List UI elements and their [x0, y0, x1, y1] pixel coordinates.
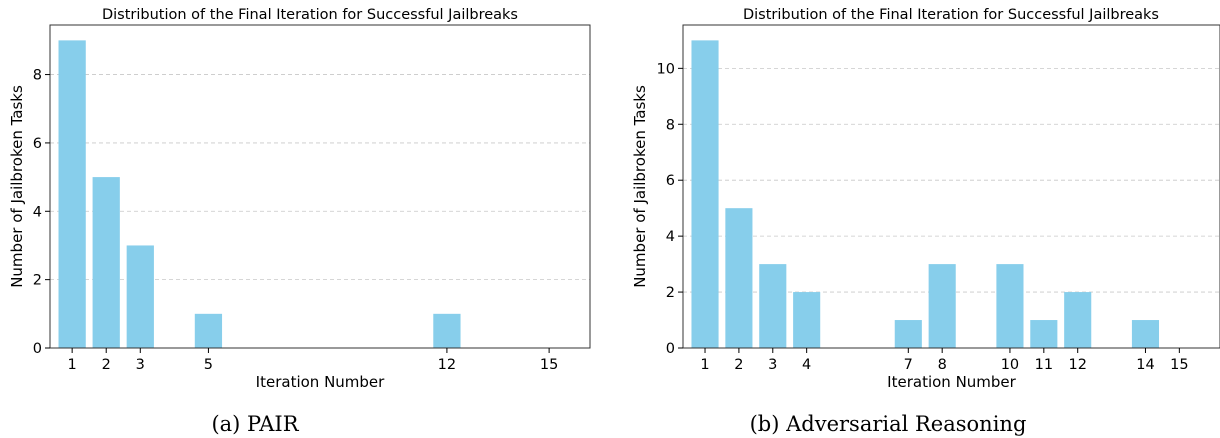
x-tick-label: 14: [1136, 357, 1154, 373]
bar-iteration-2: [92, 177, 120, 348]
x-tick-label: 4: [802, 357, 811, 373]
bar-iteration-11: [1030, 320, 1058, 348]
x-axis-label: Iteration Number: [887, 373, 1016, 391]
bar-iteration-14: [1131, 320, 1160, 348]
bar-iteration-8: [928, 264, 956, 348]
x-tick-label: 1: [700, 357, 709, 373]
x-tick-label: 3: [136, 357, 145, 373]
chart-title: Distribution of the Final Iteration for …: [102, 7, 518, 23]
x-tick-label: 12: [438, 357, 456, 373]
x-tick-label: 7: [904, 357, 913, 373]
x-tick-label: 5: [204, 357, 213, 373]
bar-iteration-3: [759, 264, 787, 348]
x-tick-label: 2: [734, 357, 743, 373]
x-tick-label: 3: [768, 357, 777, 373]
bar-iteration-1: [58, 40, 86, 348]
x-tick-label: 15: [1170, 357, 1188, 373]
bar-iteration-12: [433, 313, 461, 348]
bar-iteration-7: [894, 320, 922, 348]
bar-iteration-1: [691, 40, 719, 348]
x-tick-label: 8: [938, 357, 947, 373]
x-tick-label: 1: [68, 357, 77, 373]
y-axis-label: Number of Jailbroken Tasks: [8, 85, 26, 288]
y-tick-label: 4: [33, 204, 42, 220]
y-tick-label: 8: [33, 68, 42, 84]
bar-iteration-3: [126, 245, 154, 348]
bar-iteration-12: [1064, 292, 1092, 348]
x-tick-label: 2: [102, 357, 111, 373]
bar-iteration-2: [725, 208, 753, 348]
y-tick-label: 2: [33, 273, 42, 289]
y-tick-label: 0: [33, 341, 42, 357]
y-axis-label: Number of Jailbroken Tasks: [631, 85, 649, 288]
figure-caption: (a) PAIR: [211, 412, 299, 436]
figure-caption: (b) Adversarial Reasoning: [750, 412, 1027, 436]
bar-iteration-10: [996, 264, 1024, 348]
x-tick-label: 12: [1068, 357, 1086, 373]
x-axis-label: Iteration Number: [256, 373, 385, 391]
bar-iteration-5: [194, 313, 223, 348]
plot-frame: [682, 24, 1220, 349]
y-tick-label: 0: [666, 341, 675, 357]
y-tick-label: 6: [666, 173, 675, 189]
y-tick-label: 8: [666, 117, 675, 133]
chart-title: Distribution of the Final Iteration for …: [743, 7, 1159, 23]
y-tick-label: 2: [666, 285, 675, 301]
plot-frame: [49, 24, 591, 349]
y-tick-label: 4: [666, 229, 675, 245]
y-tick-label: 10: [657, 61, 675, 77]
bar-iteration-4: [793, 292, 821, 348]
x-tick-label: 10: [1001, 357, 1019, 373]
x-tick-label: 15: [540, 357, 558, 373]
x-tick-label: 11: [1035, 357, 1053, 373]
y-tick-label: 6: [33, 136, 42, 152]
